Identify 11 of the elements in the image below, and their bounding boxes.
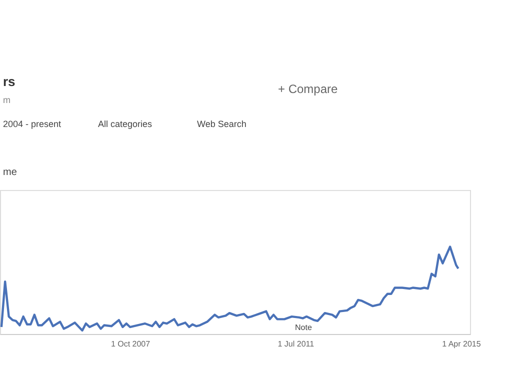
text: m xyxy=(3,95,10,105)
x-tick-label: 1 Apr 2015 xyxy=(442,340,482,348)
x-tick-label: 1 Oct 2007 xyxy=(110,340,151,348)
annotation: Note xyxy=(295,323,312,332)
text: rs xyxy=(3,74,16,89)
text: Web Search xyxy=(197,119,246,129)
text: + Compare xyxy=(278,82,338,96)
x-tick-label: 1 Jul 2011 xyxy=(278,340,315,348)
text: All categories xyxy=(98,119,153,129)
text: 2004 - present xyxy=(3,119,62,129)
text: me xyxy=(3,167,18,178)
